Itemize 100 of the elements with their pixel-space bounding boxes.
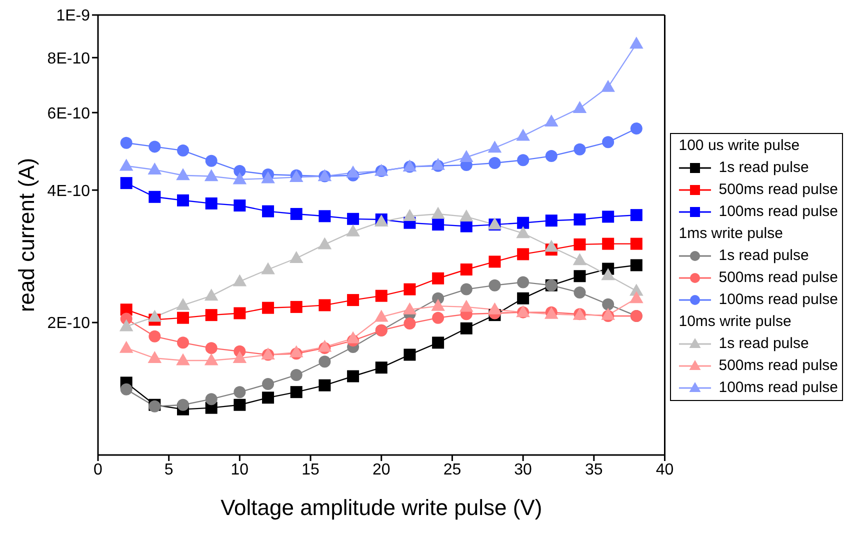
point <box>404 348 416 361</box>
point <box>262 205 274 218</box>
point <box>289 251 304 264</box>
point <box>289 345 304 358</box>
point <box>261 171 275 184</box>
point <box>459 300 474 312</box>
y-tick-label: 4E-10 <box>47 182 90 200</box>
legend-label: 500ms read pulse <box>718 357 838 374</box>
point <box>318 237 332 250</box>
point <box>374 310 388 322</box>
point <box>601 268 615 280</box>
text: 100 us write pulse <box>678 136 801 156</box>
point <box>517 248 530 260</box>
point <box>432 218 444 231</box>
point <box>544 240 558 252</box>
point <box>148 310 162 322</box>
text: 10ms write pulse <box>678 312 792 332</box>
legend-label: 1s read pulse <box>718 159 809 176</box>
point <box>290 368 302 381</box>
point <box>261 262 275 274</box>
x-tick-label: 20 <box>372 461 390 478</box>
point <box>346 224 360 236</box>
point <box>460 220 472 232</box>
point <box>347 294 360 306</box>
point <box>148 330 161 342</box>
y-tick-label: 6E-10 <box>47 105 90 122</box>
point <box>630 36 644 49</box>
point <box>460 283 472 296</box>
point <box>262 378 274 390</box>
point <box>177 398 190 411</box>
point <box>517 276 530 288</box>
legend-label: 500ms read pulse <box>718 269 838 286</box>
point <box>318 379 331 392</box>
point <box>545 214 558 227</box>
point <box>346 166 360 178</box>
point <box>460 322 472 334</box>
point <box>432 336 444 349</box>
legend-label: 100ms read pulse <box>718 379 838 396</box>
point <box>318 299 331 312</box>
point <box>630 238 642 250</box>
point <box>459 150 474 162</box>
legend-label: 1s read pulse <box>718 335 809 352</box>
point <box>148 190 161 203</box>
point <box>318 356 331 368</box>
point <box>148 140 161 153</box>
point <box>148 350 162 363</box>
point <box>544 114 558 127</box>
point <box>204 288 218 301</box>
point <box>488 302 502 314</box>
point <box>204 353 218 366</box>
legend-label: 100ms read pulse <box>718 291 838 308</box>
point <box>205 309 218 322</box>
point <box>232 274 247 286</box>
point <box>318 210 331 222</box>
point <box>177 194 190 206</box>
point <box>488 140 502 153</box>
point <box>602 298 614 310</box>
point <box>346 331 360 344</box>
point <box>404 283 416 296</box>
point <box>290 208 302 220</box>
point <box>630 291 644 304</box>
point <box>601 80 615 92</box>
point <box>205 197 218 210</box>
point <box>517 216 530 229</box>
point <box>177 312 190 324</box>
point <box>120 383 132 396</box>
point <box>176 168 190 180</box>
point <box>404 318 416 330</box>
point <box>232 172 247 184</box>
point <box>517 292 530 304</box>
point <box>290 300 302 313</box>
point <box>119 340 134 353</box>
point <box>205 154 218 167</box>
text: 1ms write pulse <box>678 224 784 244</box>
point <box>517 154 530 166</box>
point <box>177 144 190 157</box>
point <box>120 177 132 190</box>
point <box>574 270 586 282</box>
y-tick-label: 2E-10 <box>47 315 90 332</box>
point <box>574 286 586 299</box>
point <box>402 208 417 221</box>
point <box>375 290 388 302</box>
point <box>119 158 134 171</box>
x-tick-label: 15 <box>302 461 320 478</box>
point <box>602 136 614 148</box>
point <box>148 162 162 175</box>
y-tick-label: 1E-9 <box>56 8 90 25</box>
point <box>602 238 614 250</box>
point <box>234 398 246 411</box>
point <box>574 238 586 250</box>
point <box>262 392 274 404</box>
point <box>432 272 444 284</box>
point <box>630 122 642 135</box>
x-tick-label: 10 <box>230 461 249 478</box>
legend-label: 1s read pulse <box>718 247 809 264</box>
point <box>602 210 614 223</box>
point <box>574 213 586 226</box>
x-axis-title: Voltage amplitude write pulse (V) <box>220 495 542 520</box>
point <box>545 150 558 162</box>
point <box>488 156 501 169</box>
